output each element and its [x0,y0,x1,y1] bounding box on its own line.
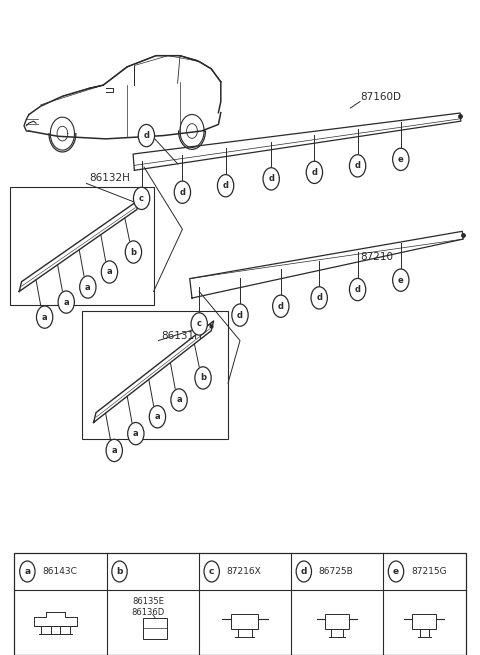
Circle shape [58,291,74,313]
Text: 87160D: 87160D [360,92,401,102]
Text: d: d [355,285,360,294]
Text: b: b [200,373,206,383]
Circle shape [174,181,191,203]
Text: a: a [107,267,112,276]
Circle shape [125,241,142,263]
Text: b: b [131,248,136,257]
Text: d: d [316,293,322,303]
Bar [82,311,228,439]
Text: d: d [223,181,228,190]
Circle shape [232,304,248,326]
Text: a: a [85,282,91,291]
Text: d: d [237,310,243,320]
Circle shape [106,440,122,462]
Circle shape [191,313,207,335]
Text: d: d [312,168,317,177]
Bar [10,187,154,305]
Text: a: a [42,312,48,322]
Text: a: a [155,412,160,421]
Text: e: e [398,155,404,164]
Circle shape [138,124,155,147]
Text: a: a [176,396,182,404]
Text: a: a [63,297,69,307]
Text: e: e [393,567,399,576]
Text: d: d [180,188,185,196]
Circle shape [128,422,144,445]
Circle shape [149,405,166,428]
Text: 86143C: 86143C [42,567,77,576]
Circle shape [195,367,211,389]
Circle shape [217,175,234,197]
Text: d: d [278,302,284,310]
Circle shape [349,155,366,177]
Text: 86131H: 86131H [161,331,202,341]
Text: 86725B: 86725B [319,567,353,576]
Circle shape [393,148,409,170]
Circle shape [349,278,366,301]
Text: c: c [139,194,144,203]
Bar [412,614,436,629]
Circle shape [306,161,323,183]
Text: c: c [209,567,215,576]
Bar [325,614,349,629]
Circle shape [20,561,35,582]
Text: a: a [133,429,139,438]
Bar [231,614,258,629]
Circle shape [112,561,127,582]
Bar [14,553,466,655]
Circle shape [393,269,409,291]
Circle shape [80,276,96,298]
Circle shape [36,306,53,328]
Bar [143,618,167,639]
Text: c: c [197,320,202,328]
Text: a: a [24,567,30,576]
Text: d: d [144,131,149,140]
Text: 87215G: 87215G [411,567,446,576]
Text: d: d [300,567,307,576]
Text: d: d [355,161,360,170]
Circle shape [133,187,150,210]
Text: 87216X: 87216X [227,567,261,576]
Circle shape [101,261,118,283]
Text: b: b [116,567,123,576]
Text: d: d [268,174,274,183]
Text: 86132H: 86132H [89,174,130,183]
Circle shape [311,287,327,309]
Circle shape [263,168,279,190]
Circle shape [273,295,289,318]
Text: 86135E
86136D: 86135E 86136D [131,597,165,618]
Circle shape [171,389,187,411]
Text: e: e [398,276,404,285]
Text: a: a [111,446,117,455]
Circle shape [388,561,404,582]
Circle shape [296,561,312,582]
Text: 87210: 87210 [360,252,393,262]
Circle shape [204,561,219,582]
